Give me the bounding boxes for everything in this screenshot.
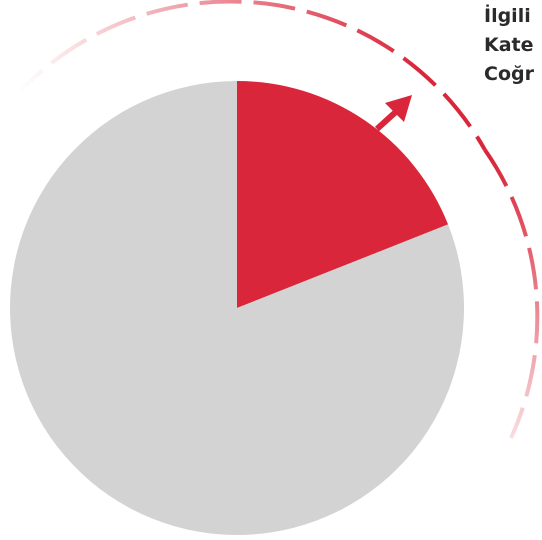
side-text-block: İlgili Kate Coğr [484, 2, 534, 89]
side-text-line-1: İlgili [484, 5, 531, 27]
pie-slice-1 [9, 81, 464, 535]
side-text-line-3: Coğr [484, 63, 534, 85]
pie-annotation [10, 0, 540, 439]
pie-slices [9, 81, 464, 535]
pie-slice-highlighted [237, 81, 449, 308]
dashed-arc-right [483, 148, 540, 439]
dashed-arc-upper [10, 0, 487, 151]
arrow-head-icon [385, 95, 412, 122]
side-text-line-2: Kate [484, 34, 534, 56]
